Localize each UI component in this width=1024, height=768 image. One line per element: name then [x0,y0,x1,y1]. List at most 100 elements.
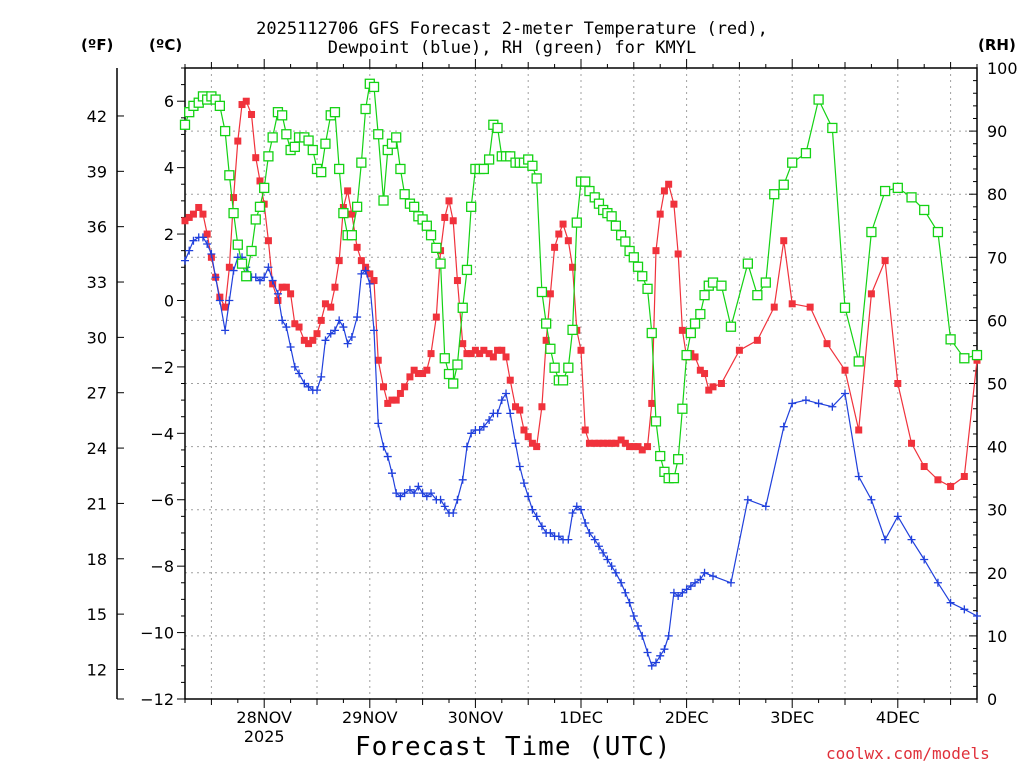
rh-point [281,129,292,140]
rh-point [945,334,956,345]
temperature-point [524,433,532,441]
x-tick-label: 30NOV [448,708,504,727]
dewpoint-point [467,429,476,438]
rh-point [879,185,891,197]
temperature-point [427,350,435,358]
dewpoint-point [414,482,423,491]
dewpoint-point [229,266,238,275]
dewpoint-point [290,362,299,371]
rh-point [632,261,644,272]
dewpoint-point [185,246,194,255]
fahrenheit-tick-label: 12 [87,660,107,679]
temperature-point [321,300,329,308]
temperature-point [512,403,520,411]
rh-point [461,264,473,276]
dewpoint-point [634,621,643,630]
dewpoint-point [867,495,876,504]
dewpoint-point [221,326,230,335]
fahrenheit-tick-label: 24 [87,439,107,458]
rh-point [959,353,970,364]
temperature-point [410,366,418,374]
rh-point [853,356,864,367]
rh-point [769,189,780,200]
rh-point [606,211,617,222]
dewpoint-point [383,452,392,461]
dewpoint-point [801,396,810,405]
credit-link[interactable]: coolwx.com/models [826,744,990,763]
celsius-tick-label: 2 [164,225,174,244]
dewpoint-point [700,568,709,577]
dewpoint-point [528,505,537,514]
dewpoint-point [664,631,673,640]
rh-point [707,277,719,288]
dewpoint-point [361,266,370,275]
temperature-point [278,283,286,291]
temperature-point [701,370,709,378]
dewpoint-point [300,379,309,388]
dewpoint-point [458,475,467,484]
temperature-point [380,383,388,391]
temperature-point [634,443,642,451]
dewpoint-point [607,562,616,571]
temperature-point [476,350,484,358]
temperature-point [717,380,725,387]
rh-point [307,144,318,156]
rh-point [906,192,917,203]
temperature-point [674,250,682,258]
dewpoint-point [215,296,224,305]
dewpoint-point [427,489,436,498]
rh-point [483,154,495,165]
dewpoint-point [603,555,612,564]
rh-point [567,324,578,336]
dewpoint-point [854,472,863,481]
rh-point [277,110,288,121]
temperature-point [459,340,467,348]
rh-point [549,362,560,373]
temperature-point [445,197,453,205]
rh-point [303,135,314,146]
dewpoint-point [374,419,383,428]
rh-point [725,321,737,332]
dewpoint-point [286,342,295,351]
dewpoint-point [568,509,577,518]
rh-point [492,122,503,134]
temperature-point [348,210,356,218]
rh-point [742,258,753,269]
rh-point [536,286,548,298]
rh-point [650,416,662,427]
dewpoint-point [282,323,291,332]
rh-point [716,280,727,291]
dewpoint-point [617,578,626,587]
dewpoint-point [669,588,678,597]
rh-point [378,195,389,206]
temperature-point [533,443,541,451]
rh-tick-label: 20 [987,564,1007,583]
temperature-point [564,237,572,245]
dewpoint-point [647,661,656,670]
temperature-point [282,283,290,291]
temperature-point [181,217,189,225]
temperature-point [947,482,955,490]
dewpoint-point [304,382,313,391]
dewpoint-point [519,479,528,488]
temperature-point [960,472,968,480]
rh-point [219,125,231,137]
rh-point [557,375,569,386]
dewpoint-point [678,588,687,597]
rh-tick-label: 40 [987,438,1007,457]
temperature-point [735,346,743,354]
rh-point [699,290,710,301]
dewpoint-point [572,502,581,511]
dewpoint-point [295,369,304,378]
chart-title-line2: Dewpoint (blue), RH (green) for KMYL [327,38,697,58]
rh-point [866,226,877,238]
temperature-point [467,350,475,358]
temperature-point [370,277,378,285]
dewpoint-point [422,492,431,501]
temperature-point [432,313,440,321]
rh-point [373,129,384,140]
temperature-point [670,200,678,208]
celsius-tick-label: −6 [150,491,174,510]
rh-tick-label: 0 [987,690,997,709]
x-tick-label: 3DEC [770,708,814,727]
